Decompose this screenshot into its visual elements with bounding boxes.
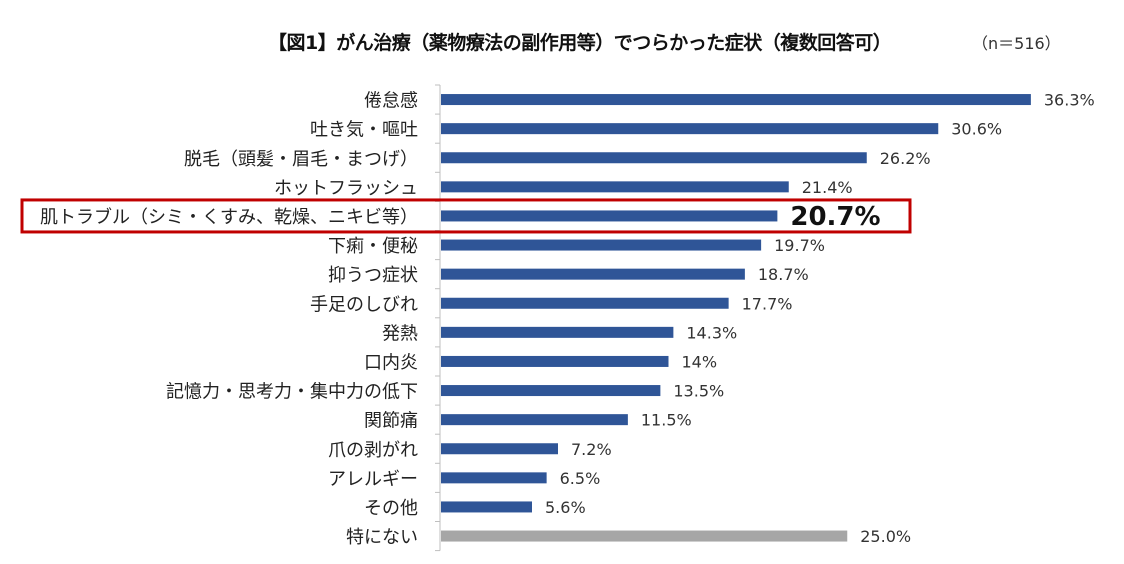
category-label: 記憶力・思考力・集中力の低下	[166, 382, 418, 403]
category-label: 発熱	[382, 323, 418, 344]
value-label: 11.5%	[641, 411, 692, 430]
bar	[441, 297, 729, 309]
sample-size-label: （n＝516）	[972, 34, 1061, 53]
value-label: 13.5%	[673, 382, 724, 401]
category-label: 手足のしびれ	[310, 294, 418, 315]
value-label: 7.2%	[571, 440, 612, 459]
bar	[441, 123, 939, 135]
category-label: 肌トラブル（シミ・くすみ、乾燥、ニキビ等）	[40, 206, 418, 228]
bar	[441, 268, 745, 280]
category-label: ホットフラッシュ	[274, 178, 418, 199]
value-label: 36.3%	[1044, 91, 1095, 110]
category-label: その他	[364, 498, 418, 519]
category-label: 下痢・便秘	[328, 236, 418, 257]
category-label: アレルギー	[328, 469, 418, 490]
highlight-box	[20, 198, 912, 234]
chart-title: 【図1】がん治療（薬物療法の副作用等）でつらかった症状（複数回答可）	[268, 32, 892, 54]
bar	[441, 181, 789, 193]
bar	[441, 414, 628, 426]
category-label: 口内炎	[364, 352, 418, 373]
value-label: 6.5%	[560, 469, 601, 488]
highlighted-value-label: 20.7%	[790, 202, 880, 232]
value-label: 30.6%	[951, 120, 1002, 139]
value-label: 25.0%	[860, 527, 911, 546]
bar	[441, 385, 661, 397]
value-label: 18.7%	[758, 265, 809, 284]
bar	[441, 530, 848, 542]
bar	[441, 472, 547, 484]
bar	[441, 501, 532, 513]
value-label: 14.3%	[686, 323, 737, 342]
value-label: 17.7%	[742, 294, 793, 313]
value-label: 5.6%	[545, 498, 586, 517]
category-label: 吐き気・嘔吐	[310, 120, 418, 141]
category-label: 倦怠感	[364, 91, 418, 112]
category-label: 特にない	[346, 527, 418, 548]
bar	[441, 326, 674, 338]
bar	[441, 443, 558, 455]
value-label: 19.7%	[774, 236, 825, 255]
category-label: 関節痛	[364, 411, 418, 432]
category-label: 脱毛（頭髪・眉毛・まつげ）	[184, 148, 418, 170]
value-label: 14%	[682, 352, 718, 371]
bar	[441, 152, 867, 164]
bar	[441, 94, 1031, 106]
category-label: 抑うつ症状	[328, 265, 418, 286]
category-label: 爪の剥がれ	[328, 440, 418, 461]
value-label: 26.2%	[880, 149, 931, 168]
bar	[441, 355, 669, 367]
value-label: 21.4%	[802, 178, 853, 197]
bar	[441, 239, 762, 251]
bar	[441, 210, 778, 222]
